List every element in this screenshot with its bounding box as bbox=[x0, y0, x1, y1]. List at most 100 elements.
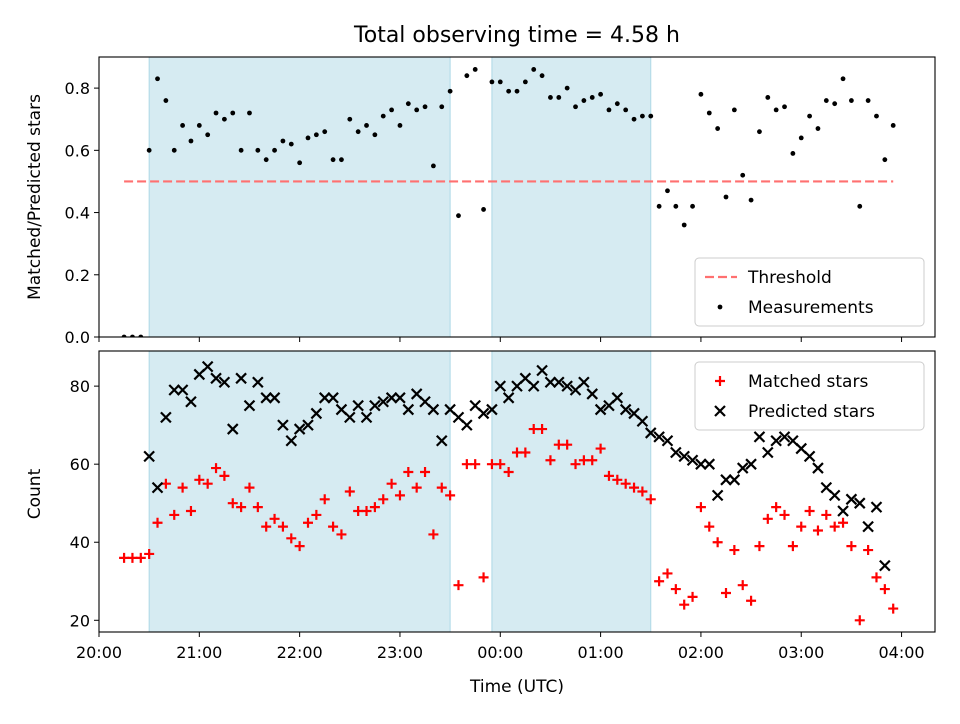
data-point bbox=[879, 559, 891, 572]
data-point bbox=[695, 502, 706, 513]
observing-window-1 bbox=[148, 56, 451, 338]
data-point bbox=[435, 434, 448, 447]
data-point bbox=[656, 203, 662, 209]
data-point bbox=[681, 222, 687, 228]
data-point bbox=[670, 584, 681, 595]
data-point bbox=[871, 572, 882, 583]
data-point bbox=[723, 194, 729, 200]
data-point bbox=[670, 446, 682, 459]
data-point bbox=[637, 486, 648, 497]
data-point bbox=[238, 147, 244, 153]
data-point bbox=[344, 486, 355, 497]
data-point bbox=[812, 525, 823, 536]
data-point bbox=[849, 98, 854, 103]
data-point bbox=[461, 459, 472, 470]
top-y-axis-label: Matched/Predicted stars bbox=[25, 94, 45, 300]
data-point bbox=[310, 407, 323, 420]
data-point bbox=[879, 584, 890, 595]
data-point bbox=[807, 113, 812, 119]
data-point bbox=[703, 458, 716, 470]
x-tick-label: 01:00 bbox=[578, 643, 624, 662]
data-point bbox=[302, 419, 314, 431]
data-point bbox=[453, 580, 464, 591]
data-point bbox=[361, 506, 372, 517]
data-point bbox=[397, 123, 403, 128]
data-point bbox=[386, 478, 397, 489]
data-point bbox=[327, 392, 339, 404]
data-point bbox=[185, 395, 197, 408]
data-point bbox=[201, 360, 214, 373]
data-point bbox=[422, 104, 428, 110]
legend-swatch-matched bbox=[715, 376, 725, 386]
data-point bbox=[464, 73, 470, 79]
data-point bbox=[472, 67, 478, 72]
y-tick-label: 0.8 bbox=[65, 79, 90, 98]
data-point bbox=[606, 107, 612, 113]
data-point bbox=[890, 123, 896, 128]
data-point bbox=[782, 104, 787, 110]
data-point bbox=[644, 427, 657, 439]
data-point bbox=[812, 462, 824, 474]
data-point bbox=[402, 403, 415, 416]
data-point bbox=[687, 591, 698, 602]
data-point bbox=[698, 91, 704, 97]
data-point bbox=[218, 376, 231, 388]
x-tick-label: 00:00 bbox=[477, 643, 523, 662]
x-tick-label: 02:00 bbox=[678, 643, 724, 662]
data-point bbox=[661, 434, 674, 447]
data-point bbox=[771, 502, 782, 513]
data-point bbox=[272, 147, 277, 153]
data-point bbox=[495, 459, 506, 470]
data-point bbox=[293, 423, 306, 435]
data-point bbox=[294, 541, 305, 552]
data-point bbox=[403, 466, 414, 477]
data-point bbox=[478, 572, 489, 583]
data-point bbox=[562, 439, 573, 450]
data-point bbox=[686, 454, 699, 467]
data-point bbox=[648, 113, 654, 119]
data-point bbox=[612, 474, 623, 485]
data-point bbox=[736, 462, 749, 474]
data-point bbox=[712, 537, 723, 548]
data-point bbox=[394, 392, 406, 404]
data-point bbox=[305, 135, 311, 141]
data-point bbox=[439, 104, 445, 110]
y-tick-label: 0.4 bbox=[65, 204, 90, 223]
data-point bbox=[662, 568, 673, 579]
data-point bbox=[770, 434, 782, 447]
observing-window-2 bbox=[491, 56, 652, 338]
data-point bbox=[578, 376, 590, 388]
data-point bbox=[765, 95, 771, 100]
data-point bbox=[372, 132, 378, 138]
data-point bbox=[213, 110, 219, 116]
data-point bbox=[427, 403, 440, 416]
data-point bbox=[477, 407, 490, 420]
data-point bbox=[728, 474, 741, 486]
data-point bbox=[553, 439, 564, 450]
x-tick-label: 22:00 bbox=[277, 643, 323, 662]
data-point bbox=[163, 98, 169, 103]
data-point bbox=[620, 478, 631, 489]
data-point bbox=[230, 110, 236, 116]
data-point bbox=[746, 595, 757, 606]
data-point bbox=[210, 372, 222, 385]
data-point bbox=[252, 502, 263, 513]
data-point bbox=[779, 509, 790, 520]
data-point bbox=[587, 455, 598, 466]
data-point bbox=[821, 509, 832, 520]
data-point bbox=[522, 79, 528, 85]
data-point bbox=[640, 113, 645, 119]
data-point bbox=[673, 203, 679, 209]
data-point bbox=[180, 123, 186, 128]
data-point bbox=[706, 110, 712, 116]
data-point bbox=[360, 411, 373, 424]
data-point bbox=[171, 147, 177, 153]
data-point bbox=[318, 392, 331, 404]
data-point bbox=[486, 459, 497, 470]
data-point bbox=[512, 447, 522, 458]
data-point bbox=[389, 107, 394, 113]
data-point bbox=[146, 147, 152, 153]
data-point bbox=[611, 392, 624, 404]
